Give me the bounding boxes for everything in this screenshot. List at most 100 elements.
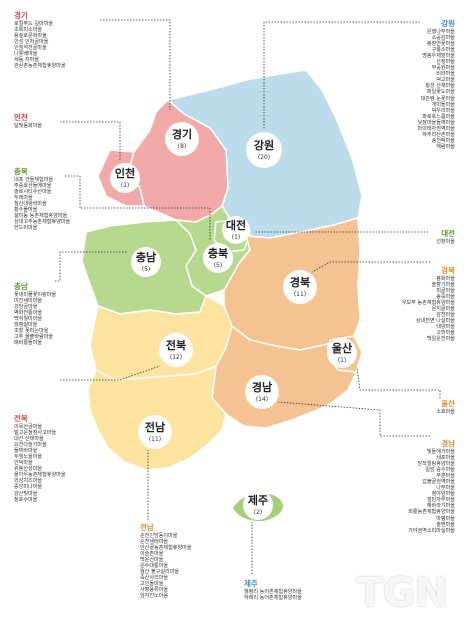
marker-incheon[interactable]: 인천 (1): [110, 163, 140, 193]
marker-count: (1): [121, 182, 130, 189]
marker-jeonnam[interactable]: 전남 (11): [138, 415, 172, 449]
village-item: 솔멘마을: [436, 521, 455, 528]
village-item: 사평용류마을: [140, 587, 169, 594]
village-item: 두레마을: [14, 195, 33, 202]
marker-count: (1): [338, 357, 347, 364]
village-list-daejeon: 대전 선창마을: [436, 228, 455, 245]
village-item: 장척힐링휴양마을: [417, 461, 456, 468]
village-item: 나룻배마을: [14, 51, 38, 58]
village-item: 중앙미나마을: [14, 484, 43, 491]
marker-gyeongbuk[interactable]: 경북 (11): [283, 270, 317, 304]
marker-circle: [243, 490, 273, 520]
village-item: 구룡소마을: [431, 47, 455, 54]
village-item: 송죽마을: [436, 294, 455, 301]
village-item: 무공원마을: [431, 65, 455, 72]
village-item: 파로호느릅마을: [422, 113, 455, 120]
marker-circle: [165, 122, 199, 156]
village-list-ulsan: 울산 소호마을: [436, 398, 455, 415]
village-list-title: 제주: [244, 579, 258, 588]
marker-circle: [327, 338, 357, 368]
village-item: 순천인방동이마을: [140, 533, 178, 539]
leader-gangwon: [263, 21, 420, 130]
village-item: 백운산마을: [140, 557, 164, 564]
village-item: 덕우리마을: [431, 107, 455, 114]
marker-count: (20): [258, 154, 270, 161]
village-item: 안덕마을: [14, 460, 33, 467]
marker-name: 울산: [332, 341, 352, 355]
village-item: 명봉우제말마을: [422, 53, 455, 60]
marker-circle: [222, 216, 250, 244]
village-item: 솔향기마을: [431, 282, 455, 289]
village-item: 돌찌바마을: [14, 448, 38, 455]
village-item: 내포 건들체험마을: [14, 177, 54, 183]
village-item: 두월노을마을: [14, 454, 43, 461]
village-item: 미진세미마을: [14, 298, 43, 305]
village-item: 일암 승수마을: [425, 467, 455, 474]
village-item: 관상촌농촌체험휴양마을: [14, 63, 66, 70]
village-item: 달빛동화마을: [14, 123, 43, 129]
marker-jeonbuk[interactable]: 전북 (12): [159, 333, 193, 367]
marker-ulsan[interactable]: 울산 (1): [327, 338, 357, 368]
village-list-jeju: 제주 월령리 농어촌체험휴양마을 하례리 농어촌체험휴양마을: [244, 578, 302, 601]
village-item: 덕고마을: [436, 77, 455, 84]
village-item: 우보부 농촌체험휴양마을: [401, 300, 455, 307]
village-item: 초록미소마을: [14, 27, 43, 34]
marker-jeju[interactable]: 제주 (2): [243, 490, 273, 520]
marker-gangwon[interactable]: 강원 (20): [246, 132, 282, 168]
village-item: 상내천면 나실마을: [415, 318, 455, 325]
village-item: 은행나무마을: [426, 29, 455, 35]
village-item: 벽화전통마을: [14, 310, 43, 317]
village-item: 은지골마을: [431, 306, 455, 313]
village-item: 갬빈자루마을: [426, 497, 455, 504]
village-item: 상대고추농촌체험휴양마을: [14, 219, 71, 226]
marker-count: (12): [170, 354, 182, 361]
village-item: 청야양마을: [431, 491, 455, 498]
leader-chungbuk: [65, 175, 211, 240]
marker-circle: [283, 270, 317, 304]
village-item: 죽산사리마을: [140, 575, 169, 582]
village-item: 소공감마을: [431, 35, 455, 42]
village-item: 매일꽃도마을: [426, 89, 455, 96]
village-item: 덜고운정정사고마을: [14, 430, 57, 437]
village-list-incheon: 인천 달빛동화마을: [14, 112, 42, 129]
marker-name: 대전: [226, 218, 246, 232]
village-item: 청호수마을: [14, 496, 38, 503]
village-item: 설미동 농촌체험휴양마을: [14, 213, 68, 220]
marker-name: 경기: [172, 127, 192, 141]
village-item: 회룡농촌체험휴양마을: [408, 509, 455, 516]
village-item: 솔로시티수산마을: [14, 189, 52, 196]
marker-count: (8): [178, 143, 187, 150]
village-list-gyeongnam: 경남 빛들에가마을 세포마을 장척힐링휴양마을 일암 승수마을 부춘마을 갑불골권역마을 나무…: [408, 438, 455, 534]
village-item: 꽃내미풀꽃이랑마을: [14, 292, 57, 298]
marker-chungbuk[interactable]: 충북 (5): [203, 243, 233, 273]
marker-count: (11): [149, 436, 161, 443]
village-item: 용설호문화마을: [14, 33, 47, 40]
village-list-gangwon: 강원 은행나무마을 소공감마을 봉창연꽃마을 구룡소마을 명봉우제말마을 산정마을 무공원마을…: [418, 18, 456, 150]
marker-name: 전북: [166, 338, 186, 352]
marker-count: (14): [256, 396, 268, 403]
village-item: 고인돌마을: [140, 581, 164, 588]
village-item: 봉화마을: [436, 276, 455, 282]
village-item: 월산 불구실리마을: [140, 569, 180, 576]
village-item: 감천마을: [436, 312, 455, 319]
village-item: 운수대통마을: [140, 563, 169, 570]
village-item: 마의태자권역마을: [417, 125, 456, 132]
village-item: 백일운천마을: [426, 336, 455, 343]
marker-daejeon[interactable]: 대전 (1): [222, 216, 250, 244]
village-item: 백석월미마을: [14, 316, 43, 323]
village-list-title: 전북: [14, 414, 28, 423]
village-list-chungbuk: 충북 내포 건들체험마을 주중호산들에마을 솔로시티수산마을 두레마을 칠산대왕바마을 황수…: [14, 166, 70, 231]
marker-gyeonggi[interactable]: 경기 (8): [165, 122, 199, 156]
marker-chungnam[interactable]: 충남 (5): [131, 247, 161, 277]
village-list-title: 충남: [14, 282, 28, 291]
village-list-title: 강원: [441, 19, 455, 28]
village-list-title: 인천: [14, 113, 28, 122]
marker-gyeongnam[interactable]: 경남 (14): [245, 375, 279, 409]
village-item: 강당골마을: [14, 304, 38, 311]
village-item: 마평마을: [436, 515, 455, 522]
village-item: 율아우농촌체험휴양마을: [14, 472, 66, 479]
village-item: 이목산골마을: [14, 424, 43, 430]
village-item: 세포마을: [436, 455, 455, 462]
marker-circle: [159, 333, 193, 367]
marker-name: 제주: [248, 493, 268, 507]
